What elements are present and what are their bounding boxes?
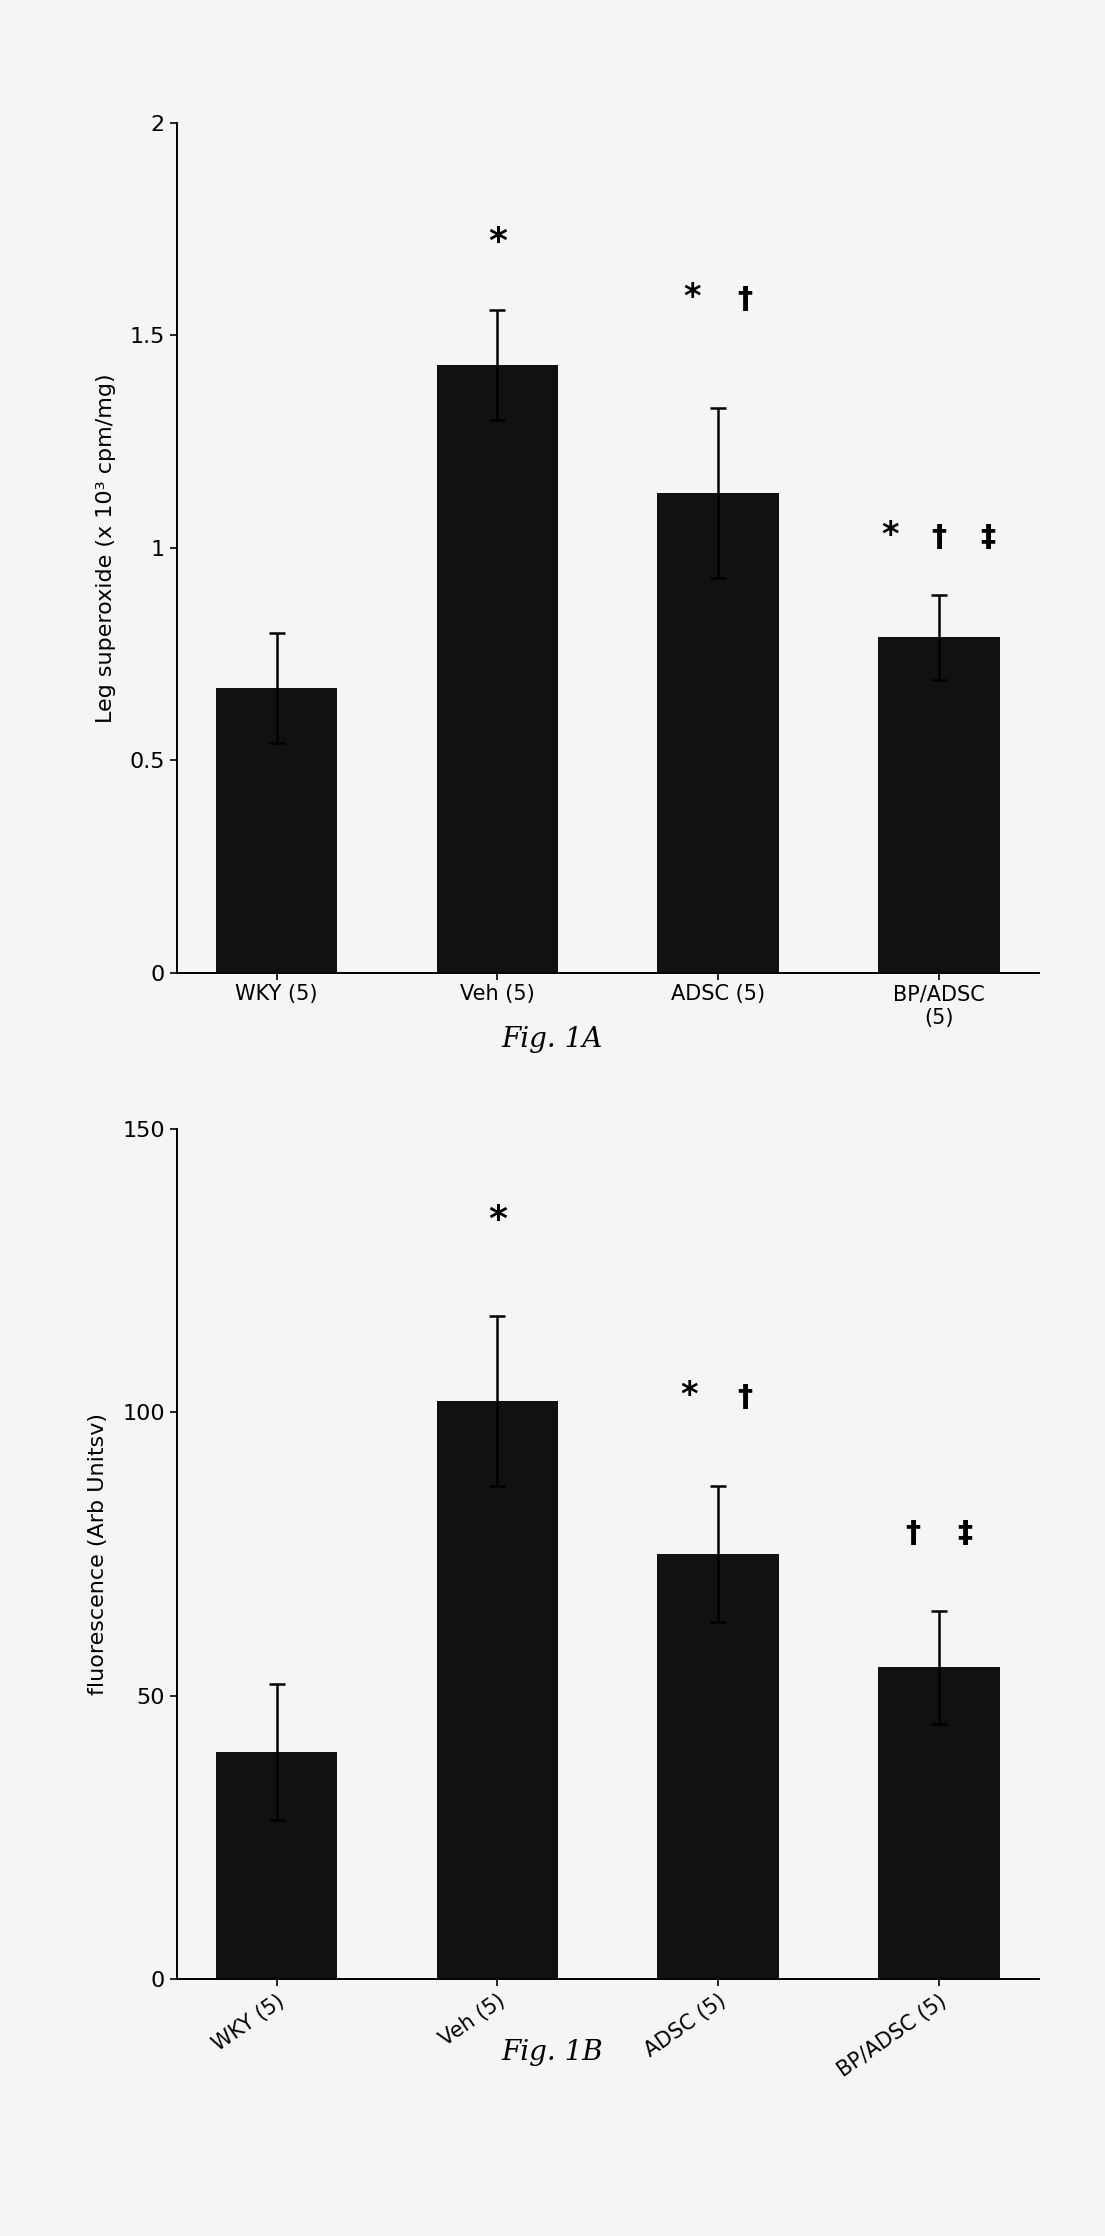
Bar (878, 637, 1000, 973)
Text: †: † (737, 1384, 753, 1413)
Text: Fig. 1A: Fig. 1A (502, 1026, 603, 1053)
Bar (215, 1753, 337, 1979)
Text: ‡: ‡ (980, 523, 994, 552)
Bar (657, 1554, 779, 1979)
Y-axis label: fluorescence (Arb Unitsv): fluorescence (Arb Unitsv) (88, 1413, 108, 1695)
Text: †: † (932, 523, 946, 552)
Text: *: * (488, 1203, 507, 1237)
Bar (657, 492, 779, 973)
Text: *: * (488, 226, 507, 259)
Text: *: * (681, 1380, 698, 1413)
Text: Fig. 1B: Fig. 1B (502, 2039, 603, 2066)
Bar (215, 689, 337, 973)
Text: ‡: ‡ (958, 1518, 972, 1547)
Text: *: * (882, 519, 899, 552)
Bar (436, 1402, 558, 1979)
Bar (878, 1668, 1000, 1979)
Text: †: † (905, 1518, 919, 1547)
Bar (436, 364, 558, 973)
Y-axis label: Leg superoxide (x 10³ cpm/mg): Leg superoxide (x 10³ cpm/mg) (96, 373, 116, 722)
Text: *: * (683, 282, 701, 315)
Text: †: † (737, 286, 753, 315)
